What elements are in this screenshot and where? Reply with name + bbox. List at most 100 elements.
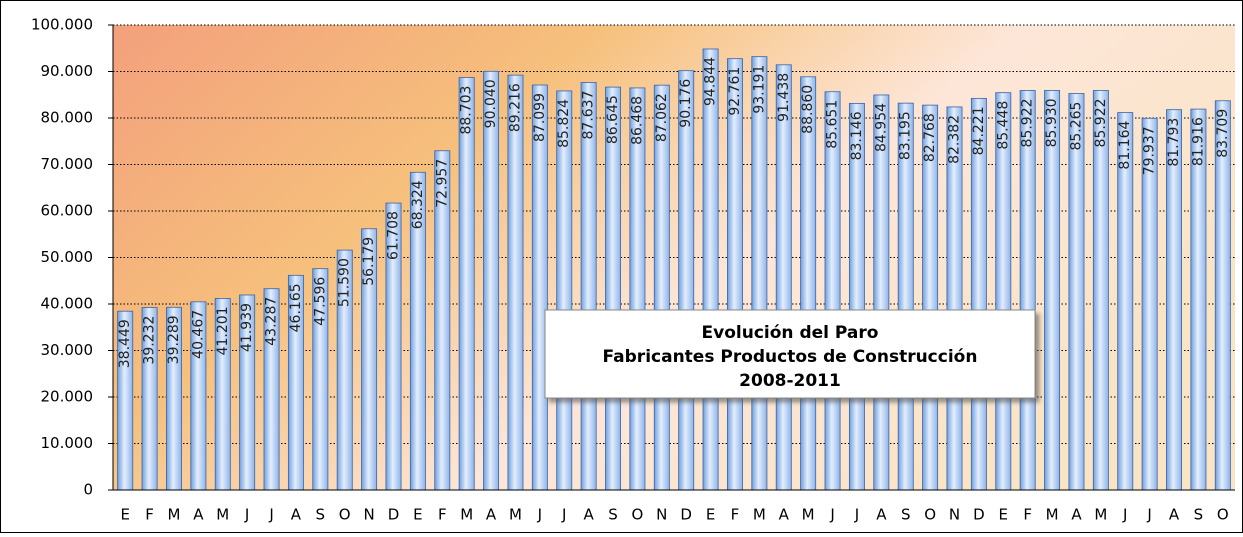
bar — [483, 70, 500, 491]
value-label: 39.232 — [142, 316, 158, 365]
value-label: 85.824 — [556, 99, 572, 148]
x-tick-label: D — [680, 506, 692, 524]
bar — [775, 64, 792, 491]
bar — [531, 84, 548, 491]
x-tick-label: S — [608, 506, 618, 524]
y-tick-label: 20.000 — [41, 388, 94, 406]
bar — [702, 48, 719, 491]
value-label: 81.916 — [1190, 117, 1206, 166]
value-label: 85.448 — [995, 101, 1011, 150]
bar — [751, 56, 768, 491]
bar — [580, 82, 597, 491]
value-label: 85.930 — [1044, 98, 1060, 147]
y-tick-label: 100.000 — [31, 16, 93, 34]
x-tick-label: O — [339, 506, 351, 524]
value-label: 81.164 — [1117, 121, 1133, 170]
value-label: 41.939 — [239, 303, 255, 352]
value-label: 92.761 — [727, 67, 743, 116]
value-label: 90.040 — [483, 79, 499, 128]
x-tick-label: A — [583, 506, 594, 524]
value-label: 68.324 — [410, 180, 426, 229]
x-tick-label: D — [388, 506, 400, 524]
value-label: 87.062 — [654, 93, 670, 142]
x-tick-label: A — [486, 506, 497, 524]
value-label: 83.146 — [849, 111, 865, 160]
value-label: 93.191 — [751, 65, 767, 114]
x-tick-label: N — [949, 506, 960, 524]
value-label: 86.645 — [605, 95, 621, 144]
value-label: 47.596 — [312, 277, 328, 326]
value-label: 41.201 — [215, 306, 231, 355]
x-tick-label: A — [193, 506, 204, 524]
x-tick-label: J — [1146, 506, 1151, 524]
x-tick-label: O — [924, 506, 936, 524]
value-label: 39.289 — [166, 315, 182, 364]
x-tick-label: M — [1094, 506, 1107, 524]
x-tick-label: J — [268, 506, 273, 524]
x-tick-label: S — [316, 506, 326, 524]
y-tick-label: 80.000 — [41, 109, 94, 127]
x-tick-label: S — [901, 506, 911, 524]
x-tick-label: A — [1071, 506, 1082, 524]
x-tick-label: M — [753, 506, 766, 524]
chart-title: Evolución del Paro — [702, 323, 879, 343]
x-tick-label: F — [438, 506, 447, 524]
value-label: 94.844 — [703, 57, 719, 106]
value-label: 90.176 — [678, 79, 694, 128]
value-label: 87.099 — [532, 93, 548, 142]
x-tick-label: J — [829, 506, 834, 524]
value-label: 85.922 — [1020, 98, 1036, 147]
value-label: 84.221 — [971, 106, 987, 155]
x-tick-label: N — [363, 506, 374, 524]
title-box: Evolución del Paro Fabricantes Productos… — [544, 309, 1036, 399]
value-label: 38.449 — [117, 319, 133, 368]
x-tick-label: E — [999, 506, 1008, 524]
value-label: 83.709 — [1215, 109, 1231, 158]
bar — [629, 87, 646, 491]
value-label: 51.590 — [337, 258, 353, 307]
x-tick-label: S — [1194, 506, 1204, 524]
bar — [653, 84, 670, 491]
title-background — [544, 309, 1036, 399]
value-label: 88.703 — [459, 86, 475, 135]
value-label: 83.195 — [898, 111, 914, 160]
bar — [1214, 100, 1231, 491]
value-label: 91.438 — [776, 73, 792, 122]
y-tick-label: 30.000 — [41, 341, 94, 359]
y-tick-label: 60.000 — [41, 202, 94, 220]
x-tick-label: M — [1046, 506, 1059, 524]
x-tick-label: E — [120, 506, 129, 524]
value-label: 82.768 — [922, 113, 938, 162]
bar — [1044, 90, 1061, 491]
x-tick-label: M — [216, 506, 229, 524]
x-tick-label: N — [656, 506, 667, 524]
chart-title: Fabricantes Productos de Construcción — [603, 347, 978, 367]
bar — [995, 92, 1012, 491]
x-tick-label: J — [244, 506, 249, 524]
bar — [507, 74, 524, 491]
bar — [605, 86, 621, 491]
value-label: 40.467 — [190, 310, 206, 359]
x-tick-label: E — [413, 506, 422, 524]
chart-title: 2008-2011 — [739, 371, 841, 391]
x-tick-label: M — [509, 506, 522, 524]
value-label: 85.651 — [825, 100, 841, 149]
bar — [824, 91, 841, 491]
bar — [897, 102, 914, 491]
x-tick-label: O — [1217, 506, 1229, 524]
value-label: 43.287 — [264, 297, 280, 346]
value-label: 82.382 — [947, 115, 963, 164]
x-tick-label: J — [537, 506, 542, 524]
x-tick-label: A — [1169, 506, 1180, 524]
y-tick-label: 10.000 — [41, 434, 94, 452]
y-tick-label: 70.000 — [41, 155, 94, 173]
x-tick-label: E — [706, 506, 715, 524]
bar — [727, 58, 743, 491]
x-tick-label: F — [731, 506, 740, 524]
bar — [1019, 90, 1036, 491]
bar — [970, 97, 987, 491]
value-label: 56.179 — [361, 237, 377, 286]
x-tick-label: J — [854, 506, 859, 524]
bar — [678, 70, 695, 491]
